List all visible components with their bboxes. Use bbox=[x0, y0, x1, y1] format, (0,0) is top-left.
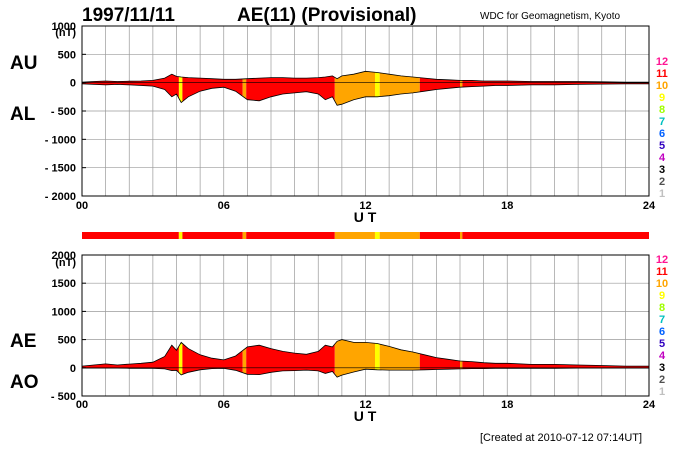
ae-ao-xtick-label: 12 bbox=[359, 399, 371, 411]
ae-ao-fill-segment bbox=[82, 345, 179, 373]
au-al-unit-label: (nT) bbox=[55, 27, 76, 39]
au-al-al-line bbox=[81, 83, 649, 106]
au-al-scale-label: 3 bbox=[659, 164, 665, 176]
ae-ao-xtick-label: 24 bbox=[643, 399, 656, 411]
ae-ao-fill-segment bbox=[182, 343, 243, 375]
au-al-fill-segment bbox=[419, 77, 460, 92]
au-al-scale-label: 10 bbox=[656, 80, 668, 92]
ae-ao-scale-label: 8 bbox=[659, 302, 665, 314]
ae-ao-ytick-label: 0 bbox=[70, 363, 76, 375]
ae-ao-ae-line bbox=[81, 339, 649, 367]
au-label: AU bbox=[10, 53, 38, 74]
chart-title: AE(11) (Provisional) bbox=[237, 5, 417, 26]
activity-bar-segment bbox=[462, 232, 649, 239]
au-al-scale-label: 2 bbox=[659, 176, 665, 188]
activity-bar-segment bbox=[182, 232, 243, 239]
ae-ao-frame bbox=[81, 254, 650, 397]
au-al-scale-label: 9 bbox=[659, 92, 665, 104]
au-al-scale-label: 7 bbox=[659, 116, 665, 128]
ae-label: AE bbox=[10, 331, 37, 352]
ae-ao-scale-label: 12 bbox=[656, 254, 668, 266]
ae-ao-fill-segment bbox=[419, 353, 460, 370]
au-al-fill-segment bbox=[178, 76, 183, 103]
ae-ao-scale-label: 10 bbox=[656, 278, 668, 290]
au-al-fill-segment bbox=[460, 80, 463, 88]
ae-ao-scale-label: 9 bbox=[659, 290, 665, 302]
ae-ao-scale-label: 7 bbox=[659, 314, 665, 326]
au-al-xtick-label: 00 bbox=[76, 200, 88, 212]
activity-bar-segment bbox=[379, 232, 420, 239]
au-al-ytick-label: 500 bbox=[58, 49, 76, 61]
ae-ao-scale-label: 4 bbox=[659, 350, 666, 362]
ae-ao-fill-segment bbox=[379, 344, 420, 371]
au-al-au-line bbox=[81, 70, 649, 83]
ae-ao-ytick-label: 2000 bbox=[52, 250, 76, 262]
au-al-ytick-label: - 1000 bbox=[45, 134, 76, 146]
au-al-xtick-label: 06 bbox=[218, 200, 230, 212]
au-al-scale-label: 4 bbox=[659, 152, 666, 164]
au-al-fill-segment bbox=[375, 72, 380, 97]
au-al-ytick-label: - 500 bbox=[51, 106, 76, 118]
activity-bar-segment bbox=[82, 232, 179, 239]
au-al-scale-label: 6 bbox=[659, 128, 665, 140]
au-al-fill-segment bbox=[246, 75, 335, 102]
ae-ao-ytick-label: 1500 bbox=[52, 278, 76, 290]
date-label: 1997/11/11 bbox=[82, 5, 175, 26]
ae-ao-xtick-label: 18 bbox=[501, 399, 513, 411]
activity-bar-segment bbox=[374, 232, 380, 239]
ae-ao-fill-segment bbox=[178, 342, 183, 375]
ae-ao-fill-segment bbox=[246, 344, 335, 375]
au-al-ytick-label: - 1500 bbox=[45, 163, 76, 175]
ae-ao-scale-label: 5 bbox=[659, 338, 665, 350]
ae-ao-fill-segment bbox=[242, 347, 247, 374]
au-al-ytick-label: 1000 bbox=[52, 21, 76, 33]
ae-ao-xaxis-label: U T bbox=[354, 408, 377, 424]
au-al-scale-label: 5 bbox=[659, 140, 665, 152]
ao-label: AO bbox=[10, 372, 39, 393]
ae-ao-unit-label: (nT) bbox=[55, 257, 76, 269]
au-al-xtick-label: 18 bbox=[501, 200, 513, 212]
ae-ao-ytick-label: 1000 bbox=[52, 306, 76, 318]
ae-ao-scale-label: 2 bbox=[659, 374, 665, 386]
activity-bar-segment bbox=[242, 232, 247, 239]
ae-ao-ao-line bbox=[82, 367, 649, 378]
au-al-xtick-label: 12 bbox=[359, 200, 371, 212]
activity-bar-segment bbox=[419, 232, 460, 239]
au-al-fill-segment bbox=[242, 78, 247, 99]
au-al-ytick-label: 0 bbox=[70, 78, 76, 90]
au-al-xtick-label: 24 bbox=[643, 200, 656, 212]
au-al-fill-segment bbox=[182, 77, 243, 102]
au-al-scale-label: 11 bbox=[656, 68, 668, 80]
au-al-ytick-label: - 2000 bbox=[45, 191, 76, 203]
ae-ao-scale-label: 6 bbox=[659, 326, 665, 338]
ae-ao-ytick-label: 500 bbox=[58, 335, 76, 347]
au-al-xaxis-label: U T bbox=[354, 209, 377, 225]
activity-bar-segment bbox=[178, 232, 183, 239]
au-al-scale-label: 8 bbox=[659, 104, 665, 116]
ae-ao-scale-label: 1 bbox=[659, 386, 665, 398]
au-al-fill-segment bbox=[379, 72, 420, 97]
ae-ao-xtick-label: 00 bbox=[76, 399, 88, 411]
ae-ao-xtick-label: 06 bbox=[218, 399, 230, 411]
ae-ao-fill-segment bbox=[375, 343, 380, 370]
au-al-scale-label: 12 bbox=[656, 56, 668, 68]
source-label: WDC for Geomagnetism, Kyoto bbox=[480, 11, 621, 22]
activity-bar-segment bbox=[334, 232, 375, 239]
ae-ao-fill-segment bbox=[462, 361, 649, 369]
ae-ao-scale-label: 11 bbox=[656, 266, 668, 278]
activity-bar-segment bbox=[246, 232, 335, 239]
activity-bar-segment bbox=[460, 232, 463, 239]
ae-ao-ytick-label: - 500 bbox=[51, 391, 76, 403]
created-timestamp: [Created at 2010-07-12 07:14UT] bbox=[480, 432, 643, 444]
ae-ao-scale-label: 3 bbox=[659, 362, 665, 374]
ae-ao-fill-segment bbox=[460, 361, 463, 369]
al-label: AL bbox=[10, 104, 36, 125]
au-al-scale-label: 1 bbox=[659, 188, 665, 200]
